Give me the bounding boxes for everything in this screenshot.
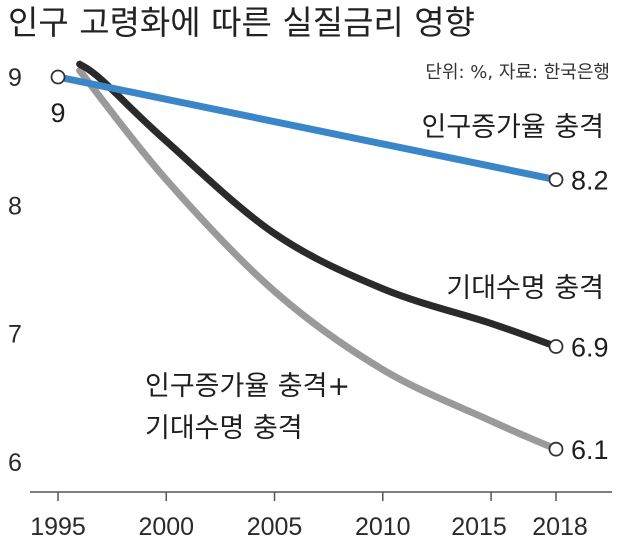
x-tick-label: 1995 [30, 513, 86, 541]
chart-title: 인구 고령화에 따른 실질금리 영향 [8, 3, 475, 42]
y-tick-label: 6 [8, 449, 22, 477]
y-tick-label: 8 [8, 192, 22, 220]
series-label-population-growth-shock: 인구증가율 충격 [422, 112, 604, 143]
end-point-marker [548, 172, 564, 188]
start-value-label: 9 [50, 98, 65, 128]
x-tick-label: 2010 [355, 513, 411, 541]
x-tick-label: 2005 [247, 513, 303, 541]
end-value-label: 6.9 [571, 333, 609, 363]
series-lines [50, 60, 564, 457]
line-population-growth-shock [54, 73, 560, 184]
unit-note: 단위: %, 자료: 한국은행 [425, 62, 610, 83]
series-label-life-expectancy-shock: 기대수명 충격 [446, 273, 604, 304]
x-tick-label: 2000 [138, 513, 194, 541]
line-combined-shock [76, 67, 560, 453]
end-value-label: 6.1 [571, 435, 609, 465]
end-point-marker [548, 339, 564, 354]
y-tick-label: 7 [8, 321, 22, 349]
x-tick-label: 2015 [451, 513, 507, 541]
x-tick-label: 2018 [532, 513, 588, 541]
axes: 1995 2000 2005 2010 2015 2018 9 8 7 6 [8, 64, 612, 541]
series-label-combined-shock: 인구증가율 충격+ 기대수명 충격 [145, 371, 350, 444]
start-point-marker [50, 69, 66, 85]
end-point-marker [548, 441, 564, 457]
line-life-expectancy-shock [76, 60, 560, 350]
end-value-label: 8.2 [571, 166, 609, 196]
y-tick-label: 9 [8, 64, 22, 92]
